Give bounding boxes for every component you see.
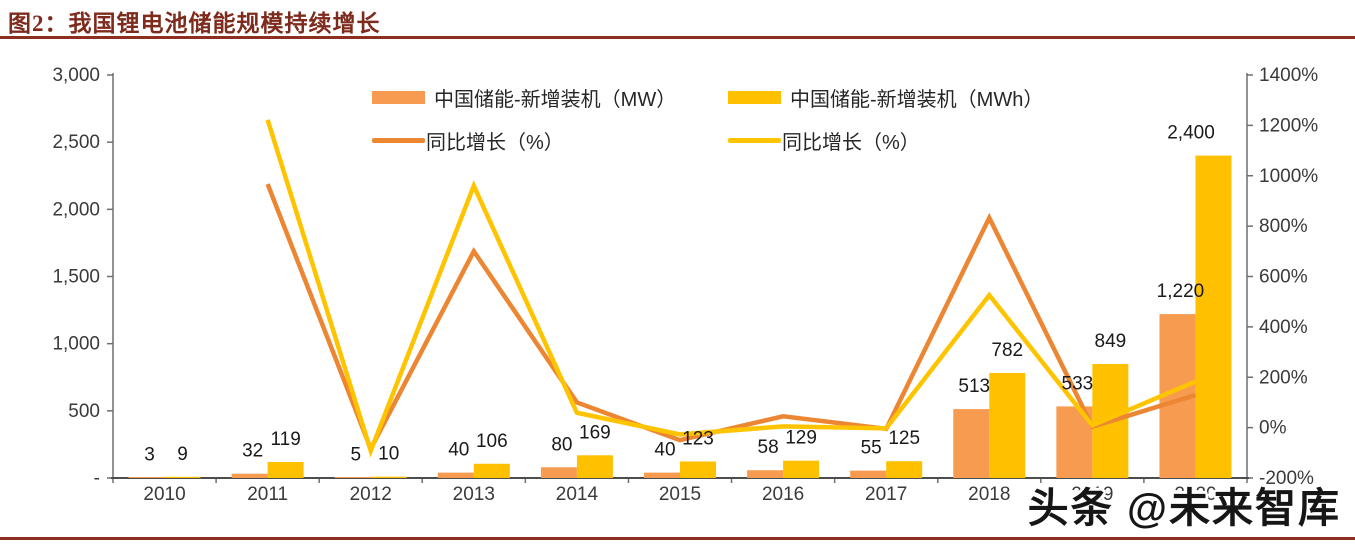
legend-label: 中国储能-新增装机（MW）: [434, 89, 677, 111]
svg-text:169: 169: [579, 422, 611, 443]
svg-text:500: 500: [68, 401, 100, 422]
svg-text:125: 125: [888, 428, 920, 449]
svg-text:119: 119: [270, 429, 300, 450]
svg-text:2013: 2013: [453, 484, 495, 505]
svg-text:1,500: 1,500: [52, 267, 100, 288]
watermark: 头条 @未来智库: [1027, 485, 1341, 531]
svg-text:2016: 2016: [762, 484, 804, 505]
legend-item-mwh-line: 同比增长（%）: [728, 126, 920, 155]
svg-text:0%: 0%: [1259, 418, 1287, 439]
legend-swatch-mwh-bar: [728, 91, 781, 104]
svg-text:106: 106: [476, 431, 508, 452]
svg-text:32: 32: [242, 441, 263, 462]
svg-text:2019: 2019: [1071, 484, 1113, 505]
legend-item-mw-bar: 中国储能-新增装机（MW）: [372, 83, 676, 112]
svg-text:2010: 2010: [143, 484, 185, 505]
svg-text:2018: 2018: [968, 484, 1010, 505]
legend-label: 同比增长（%）: [426, 132, 564, 154]
svg-text:55: 55: [861, 438, 882, 459]
svg-text:40: 40: [448, 440, 469, 461]
svg-text:10: 10: [378, 444, 399, 465]
svg-text:1,220: 1,220: [1157, 281, 1205, 302]
svg-text:40: 40: [654, 440, 675, 461]
svg-text:2020: 2020: [1174, 484, 1216, 505]
svg-text:2011: 2011: [247, 484, 288, 505]
svg-text:400%: 400%: [1259, 317, 1308, 338]
svg-text:800%: 800%: [1259, 216, 1308, 237]
svg-text:782: 782: [991, 340, 1023, 361]
svg-text:3: 3: [144, 445, 155, 466]
svg-text:513: 513: [958, 376, 990, 397]
svg-text:3,000: 3,000: [52, 65, 100, 86]
title-divider: [0, 36, 1355, 39]
svg-text:533: 533: [1062, 373, 1094, 394]
legend-item-mwh-bar: 中国储能-新增装机（MWh）: [728, 83, 1043, 112]
bottom-divider: [0, 537, 1355, 540]
svg-text:80: 80: [551, 434, 572, 455]
svg-text:123: 123: [682, 428, 714, 449]
svg-text:58: 58: [758, 437, 779, 458]
figure-title: 图2：我国锂电池储能规模持续增长: [8, 11, 381, 36]
svg-text:129: 129: [785, 428, 817, 449]
legend-swatch-mw-line: [372, 138, 425, 143]
svg-text:2014: 2014: [556, 484, 599, 505]
svg-text:849: 849: [1095, 331, 1127, 352]
svg-text:2,000: 2,000: [52, 199, 100, 220]
svg-text:1000%: 1000%: [1259, 166, 1318, 187]
legend-swatch-mwh-line: [728, 138, 781, 143]
legend-label: 中国储能-新增装机（MWh）: [790, 89, 1044, 111]
svg-text:1,000: 1,000: [52, 334, 100, 355]
legend-item-mw-line: 同比增长（%）: [372, 126, 564, 155]
legend-swatch-mw-bar: [372, 91, 425, 104]
svg-text:2,500: 2,500: [52, 132, 100, 153]
svg-text:2,400: 2,400: [1167, 123, 1215, 144]
svg-text:5: 5: [350, 444, 361, 465]
svg-text:1400%: 1400%: [1259, 65, 1318, 86]
legend-label: 同比增长（%）: [782, 132, 920, 154]
svg-text:9: 9: [177, 444, 188, 465]
svg-text:2015: 2015: [659, 484, 701, 505]
svg-text:2017: 2017: [865, 484, 907, 505]
svg-text:2012: 2012: [350, 484, 392, 505]
svg-text:200%: 200%: [1259, 367, 1308, 388]
svg-text:-200%: -200%: [1259, 468, 1314, 489]
svg-text:-: -: [94, 468, 100, 489]
svg-text:1200%: 1200%: [1259, 115, 1318, 136]
svg-text:600%: 600%: [1259, 267, 1308, 288]
